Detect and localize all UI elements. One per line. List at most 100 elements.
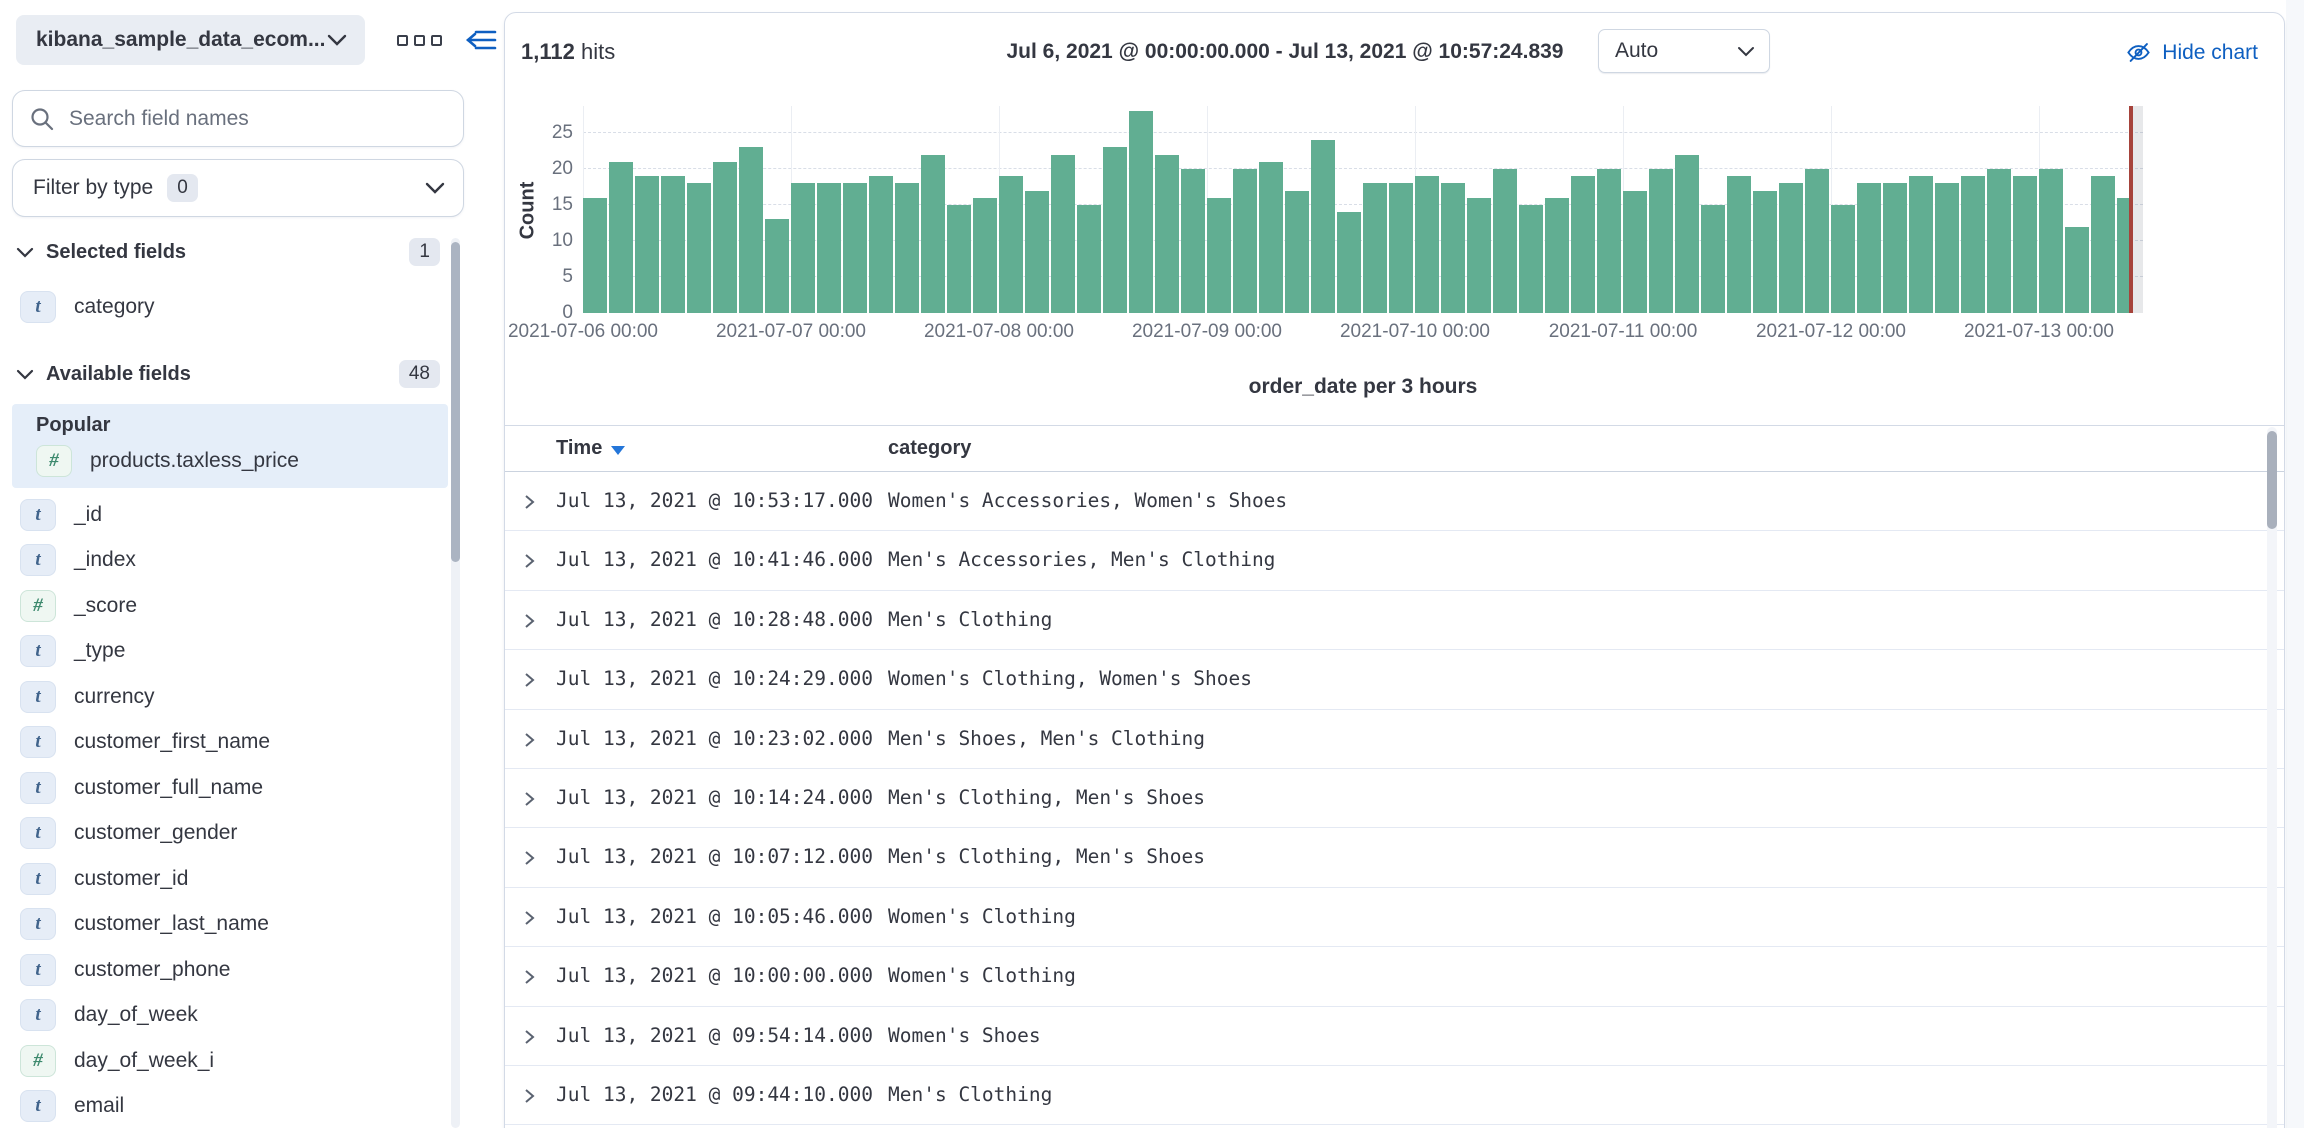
field-item[interactable]: t customer_gender	[0, 811, 460, 857]
field-item[interactable]: t _type	[0, 629, 460, 675]
histogram-bar[interactable]	[1805, 169, 1829, 313]
column-header-time[interactable]: Time	[556, 437, 626, 460]
document-row[interactable]: Jul 13, 2021 @ 10:05:46.000 Women's Cloth…	[505, 888, 2284, 948]
document-row[interactable]: Jul 13, 2021 @ 10:53:17.000 Women's Acces…	[505, 472, 2284, 532]
histogram-bar[interactable]	[1441, 183, 1465, 313]
histogram-bar[interactable]	[1467, 197, 1491, 313]
histogram-bar[interactable]	[1415, 176, 1439, 313]
histogram-bar[interactable]	[1753, 190, 1777, 313]
expand-row-icon[interactable]	[521, 611, 537, 631]
field-item[interactable]: t _index	[0, 538, 460, 584]
field-item[interactable]: t customer_full_name	[0, 765, 460, 811]
histogram-bar[interactable]	[1103, 147, 1127, 313]
histogram-bar[interactable]	[583, 197, 607, 313]
expand-row-icon[interactable]	[521, 1086, 537, 1106]
field-item[interactable]: t _id	[0, 492, 460, 538]
field-item[interactable]: t customer_first_name	[0, 720, 460, 766]
field-item[interactable]: t category	[0, 284, 460, 330]
histogram-bar[interactable]	[973, 197, 997, 313]
histogram-bar[interactable]	[1077, 205, 1101, 313]
field-item[interactable]: # _score	[0, 583, 460, 629]
histogram-bar[interactable]	[765, 219, 789, 313]
histogram-bar[interactable]	[1519, 205, 1543, 313]
field-item[interactable]: t currency	[0, 674, 460, 720]
available-fields-accordion[interactable]: Available fields 48	[16, 356, 440, 392]
histogram-bar[interactable]	[2065, 226, 2089, 313]
histogram-bar[interactable]	[1909, 176, 1933, 313]
expand-row-icon[interactable]	[521, 730, 537, 750]
histogram-bar[interactable]	[739, 147, 763, 313]
histogram-bar[interactable]	[1207, 197, 1231, 313]
collapse-sidebar-icon[interactable]	[464, 24, 498, 56]
document-row[interactable]: Jul 13, 2021 @ 10:07:12.000 Men's Clothin…	[505, 828, 2284, 888]
histogram-bar[interactable]	[1285, 190, 1309, 313]
histogram-bar[interactable]	[1337, 212, 1361, 313]
histogram-bar[interactable]	[1233, 169, 1257, 313]
histogram-bar[interactable]	[1181, 169, 1205, 313]
histogram-bar[interactable]	[791, 183, 815, 313]
histogram-bar[interactable]	[1597, 169, 1621, 313]
histogram-bar[interactable]	[1675, 154, 1699, 313]
sidebar-scrollbar-thumb[interactable]	[451, 242, 460, 562]
histogram-bar[interactable]	[1051, 154, 1075, 313]
field-item[interactable]: t customer_last_name	[0, 902, 460, 948]
hide-chart-button[interactable]: Hide chart	[2125, 39, 2258, 66]
histogram-bar[interactable]	[1779, 183, 1803, 313]
document-row[interactable]: Jul 13, 2021 @ 10:24:29.000 Women's Cloth…	[505, 650, 2284, 710]
document-row[interactable]: Jul 13, 2021 @ 10:00:00.000 Women's Cloth…	[505, 947, 2284, 1007]
column-header-category[interactable]: category	[888, 437, 972, 459]
histogram-bar[interactable]	[1935, 183, 1959, 313]
histogram-bar[interactable]	[869, 176, 893, 313]
document-row[interactable]: Jul 13, 2021 @ 09:54:14.000 Women's Shoes	[505, 1007, 2284, 1066]
histogram-bar[interactable]	[609, 161, 633, 313]
histogram-bar[interactable]	[1311, 140, 1335, 313]
field-item[interactable]: t customer_id	[0, 856, 460, 902]
field-item[interactable]: t customer_phone	[0, 947, 460, 993]
histogram-bar[interactable]	[1155, 154, 1179, 313]
document-row[interactable]: Jul 13, 2021 @ 10:28:48.000 Men's Clothin…	[505, 591, 2284, 651]
document-row[interactable]: Jul 13, 2021 @ 10:41:46.000 Men's Accesso…	[505, 531, 2284, 591]
histogram-bar[interactable]	[1129, 111, 1153, 313]
histogram-bar[interactable]	[1623, 190, 1647, 313]
expand-row-icon[interactable]	[521, 967, 537, 987]
expand-row-icon[interactable]	[521, 848, 537, 868]
histogram-bar[interactable]	[843, 183, 867, 313]
expand-row-icon[interactable]	[521, 1027, 537, 1047]
histogram-bar[interactable]	[1493, 169, 1517, 313]
histogram-bar[interactable]	[947, 205, 971, 313]
histogram-bar[interactable]	[921, 154, 945, 313]
histogram-bar[interactable]	[1363, 183, 1387, 313]
histogram-bar[interactable]	[1701, 205, 1725, 313]
document-row[interactable]: Jul 13, 2021 @ 09:44:10.000 Men's Clothin…	[505, 1066, 2284, 1126]
table-scrollbar-thumb[interactable]	[2267, 431, 2277, 529]
expand-row-icon[interactable]	[521, 670, 537, 690]
histogram-bar[interactable]	[999, 176, 1023, 313]
histogram-bar[interactable]	[2039, 169, 2063, 313]
histogram-bar[interactable]	[713, 161, 737, 313]
histogram-bar[interactable]	[635, 176, 659, 313]
filter-by-type-select[interactable]: Filter by type 0	[12, 159, 464, 217]
field-item[interactable]: # day_of_week_i	[0, 1038, 460, 1084]
expand-row-icon[interactable]	[521, 551, 537, 571]
histogram-bar[interactable]	[2117, 197, 2131, 313]
search-field-names-input[interactable]	[69, 106, 447, 131]
histogram-bar[interactable]	[1831, 205, 1855, 313]
histogram-bar[interactable]	[1961, 176, 1985, 313]
field-item[interactable]: t day_of_week	[0, 993, 460, 1039]
histogram-plot[interactable]	[583, 106, 2143, 313]
document-row[interactable]: Jul 13, 2021 @ 10:14:24.000 Men's Clothin…	[505, 769, 2284, 829]
histogram-bar[interactable]	[1987, 169, 2011, 313]
field-settings-icon[interactable]	[397, 34, 442, 46]
index-pattern-selector[interactable]: kibana_sample_data_ecom...	[16, 15, 365, 65]
histogram-bar[interactable]	[687, 183, 711, 313]
histogram-bar[interactable]	[1389, 183, 1413, 313]
field-item[interactable]: t email	[0, 1084, 460, 1128]
field-item[interactable]: # products.taxless_price	[12, 441, 448, 481]
histogram-bar[interactable]	[1571, 176, 1595, 313]
histogram-bar[interactable]	[1857, 183, 1881, 313]
expand-row-icon[interactable]	[521, 908, 537, 928]
sidebar-scrollbar-track[interactable]	[451, 238, 460, 1128]
histogram-bar[interactable]	[2013, 176, 2037, 313]
expand-row-icon[interactable]	[521, 492, 537, 512]
histogram-bar[interactable]	[1883, 183, 1907, 313]
